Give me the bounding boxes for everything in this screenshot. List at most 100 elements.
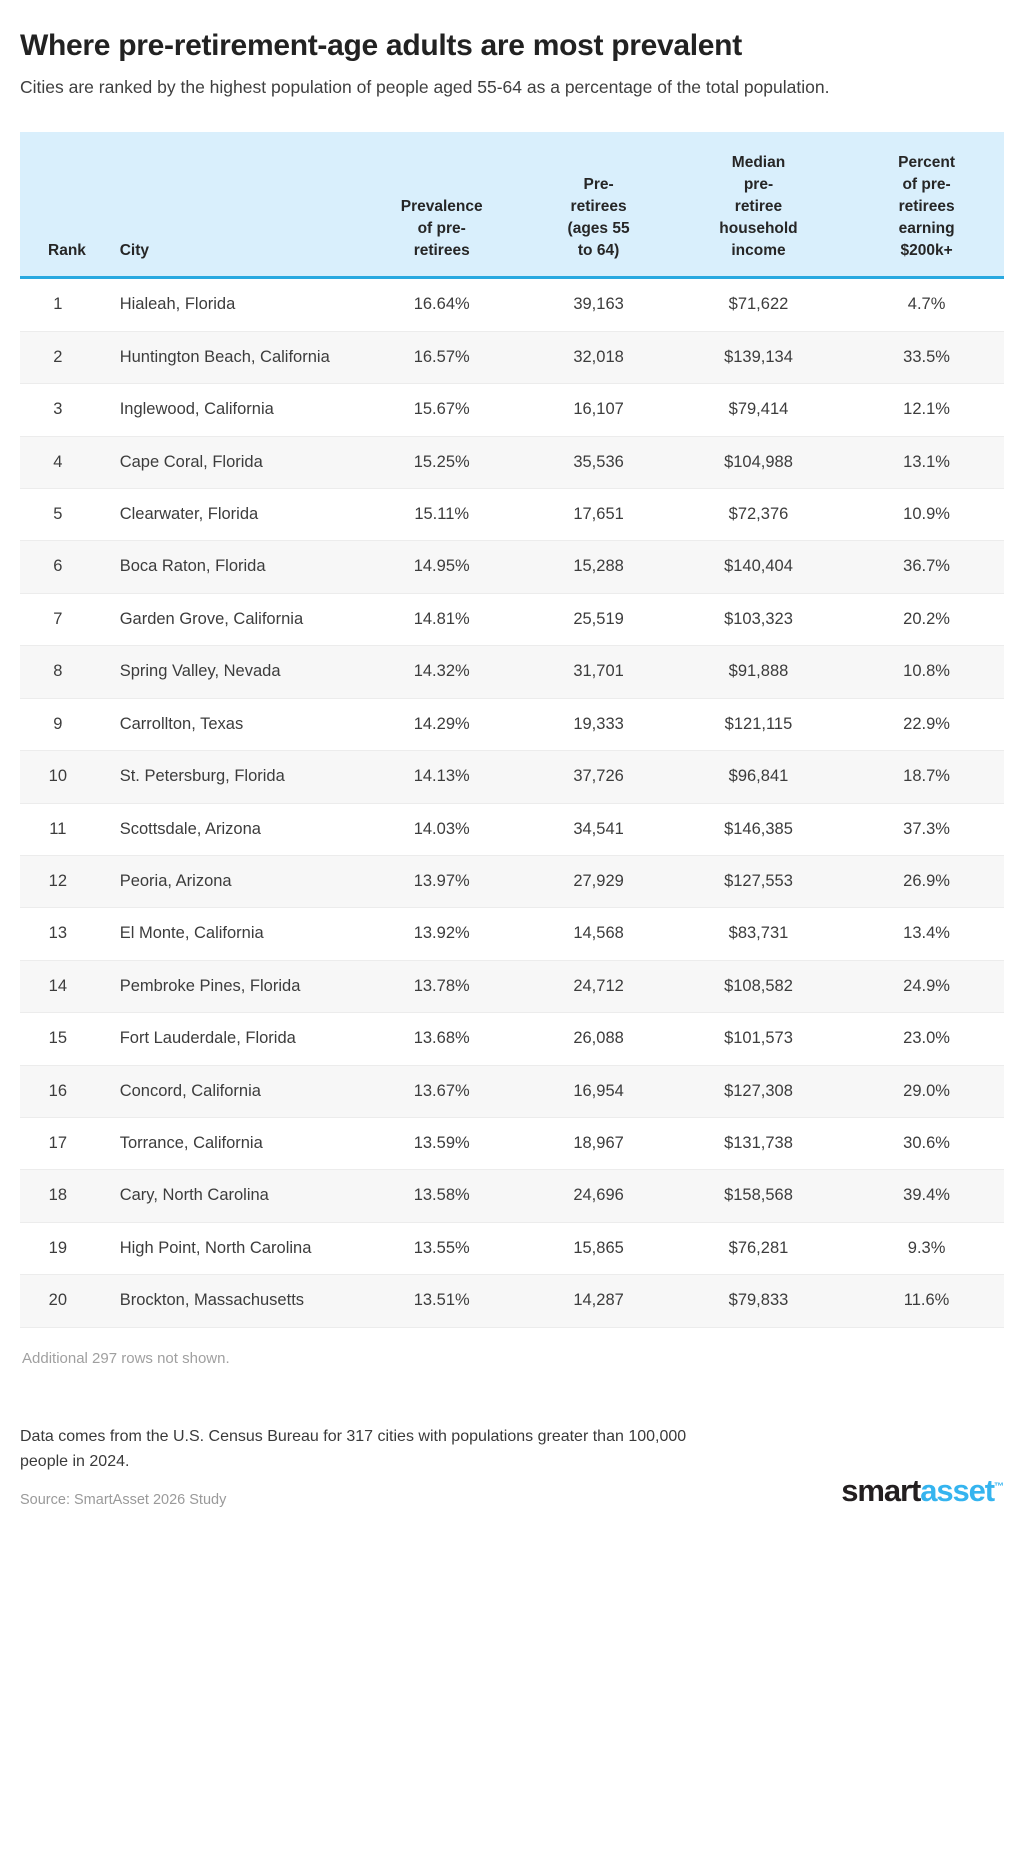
column-header-prevalence-line3: retirees (413, 242, 470, 260)
cell-pre-retirees: 27,929 (529, 855, 668, 909)
cell-rank: 2 (20, 331, 114, 385)
column-header-rank: Rank (20, 152, 114, 277)
cell-income: $83,731 (667, 907, 850, 961)
cell-rank: 20 (20, 1274, 114, 1328)
cell-pct-200k: 10.8% (849, 645, 1004, 699)
cell-prevalence: 13.68% (354, 1012, 530, 1066)
cell-income: $79,414 (667, 383, 850, 437)
column-header-pre-retirees-line4: to 64) (577, 242, 620, 260)
cell-city: Concord, California (113, 1065, 355, 1119)
cell-rank: 11 (20, 803, 114, 856)
cell-pct-200k: 30.6% (849, 1117, 1004, 1171)
cell-prevalence: 13.97% (354, 855, 530, 909)
cell-prevalence: 15.67% (354, 383, 530, 437)
footer-text-group: Data comes from the U.S. Census Bureau f… (20, 1425, 720, 1509)
cell-pct-200k: 9.3% (849, 1222, 1004, 1276)
cell-income: $104,988 (667, 436, 850, 489)
cell-city: Boca Raton, Florida (113, 540, 355, 594)
page-subtitle: Cities are ranked by the highest populat… (20, 77, 830, 98)
cell-pre-retirees: 37,726 (529, 750, 668, 804)
cell-pre-retirees: 35,536 (529, 436, 668, 489)
cell-pct-200k: 36.7% (849, 540, 1004, 594)
cell-rank: 4 (20, 436, 114, 489)
cell-city: Scottsdale, Arizona (113, 803, 355, 856)
cell-rank: 8 (20, 645, 114, 699)
column-header-pct-200k: Percent of pre- retirees earning $200k+ (849, 152, 1004, 277)
cell-pct-200k: 33.5% (849, 331, 1004, 385)
table-row: 16 Concord, California 13.67% 16,954 $127,30… (20, 1065, 1004, 1119)
table-row: 14 Pembroke Pines, Florida 13.78% 24,712 $10… (20, 960, 1004, 1014)
cell-income: $158,568 (667, 1169, 850, 1223)
cell-income: $108,582 (667, 960, 850, 1014)
table-row: 9 Carrollton, Texas 14.29% 19,333 $121,115 22… (20, 698, 1004, 752)
cell-income: $139,134 (667, 331, 850, 385)
cell-rank: 19 (20, 1222, 114, 1276)
cell-pre-retirees: 17,651 (529, 488, 668, 542)
cell-pre-retirees: 24,696 (529, 1169, 668, 1223)
column-header-prevalence-line1: Prevalence (400, 198, 483, 216)
cell-pct-200k: 39.4% (849, 1169, 1004, 1223)
cell-rank: 6 (20, 540, 114, 594)
column-header-prevalence-line2: of pre- (417, 220, 466, 238)
cell-rank: 1 (20, 279, 114, 332)
cell-rank: 14 (20, 960, 114, 1014)
ranking-table-container: Rank City Prevalence of pre- retirees Pr… (20, 132, 1004, 1328)
cell-city: Inglewood, California (113, 383, 355, 437)
cell-income: $140,404 (667, 540, 850, 594)
cell-pct-200k: 22.9% (849, 698, 1004, 752)
cell-pre-retirees: 26,088 (529, 1012, 668, 1066)
cell-pre-retirees: 18,967 (529, 1117, 668, 1171)
cell-city: Cary, North Carolina (113, 1169, 355, 1223)
cell-prevalence: 13.78% (354, 960, 530, 1014)
cell-city: High Point, North Carolina (113, 1222, 355, 1276)
cell-income: $131,738 (667, 1117, 850, 1171)
logo-text-smart: smart (841, 1473, 921, 1509)
cell-prevalence: 14.29% (354, 698, 530, 752)
cell-income: $127,553 (667, 855, 850, 909)
column-header-pct-200k-line2: of pre- (902, 176, 951, 194)
cell-prevalence: 13.55% (354, 1222, 530, 1276)
cell-pre-retirees: 32,018 (529, 331, 668, 385)
table-row: 18 Cary, North Carolina 13.58% 24,696 $158,5… (20, 1169, 1004, 1223)
cell-pre-retirees: 19,333 (529, 698, 668, 752)
footer-divider (20, 1393, 1004, 1395)
cell-city: Brockton, Massachusetts (113, 1274, 355, 1328)
cell-pct-200k: 20.2% (849, 593, 1004, 647)
cell-city: Carrollton, Texas (113, 698, 355, 752)
cell-prevalence: 13.59% (354, 1117, 530, 1171)
cell-prevalence: 16.64% (354, 279, 530, 332)
column-header-pct-200k-line3: retirees (898, 198, 955, 216)
cell-pct-200k: 11.6% (849, 1274, 1004, 1328)
column-header-city-label: City (119, 242, 149, 260)
cell-prevalence: 14.81% (354, 593, 530, 647)
cell-pct-200k: 24.9% (849, 960, 1004, 1014)
cell-income: $79,833 (667, 1274, 850, 1328)
cell-pre-retirees: 15,288 (529, 540, 668, 594)
column-header-income-line4: household (719, 220, 798, 238)
cell-pre-retirees: 24,712 (529, 960, 668, 1014)
table-row: 20 Brockton, Massachusetts 13.51% 14,287 $79… (20, 1274, 1004, 1328)
cell-prevalence: 14.95% (354, 540, 530, 594)
header-spacer-row (20, 132, 1004, 153)
additional-rows-note: Additional 297 rows not shown. (22, 1349, 230, 1367)
table-row: 13 El Monte, California 13.92% 14,568 $83,73… (20, 907, 1004, 961)
cell-income: $127,308 (667, 1065, 850, 1119)
column-header-income-line1: Median (731, 154, 786, 172)
cell-city: Huntington Beach, California (113, 331, 355, 385)
cell-pct-200k: 18.7% (849, 750, 1004, 804)
table-row: 3 Inglewood, California 15.67% 16,107 $79,41… (20, 383, 1004, 437)
table-row: 1 Hialeah, Florida 16.64% 39,163 $71,622 4.7% (20, 279, 1004, 332)
cell-income: $72,376 (667, 488, 850, 542)
cell-city: St. Petersburg, Florida (113, 750, 355, 804)
cell-city: El Monte, California (113, 907, 355, 961)
column-header-income-line5: income (731, 242, 786, 260)
column-header-rank-label: Rank (48, 242, 86, 260)
cell-city: Fort Lauderdale, Florida (113, 1012, 355, 1066)
cell-prevalence: 13.51% (354, 1274, 530, 1328)
cell-pre-retirees: 25,519 (529, 593, 668, 647)
column-header-pct-200k-line5: $200k+ (900, 242, 953, 260)
cell-pre-retirees: 34,541 (529, 803, 668, 856)
column-header-pct-200k-line4: earning (898, 220, 955, 238)
cell-rank: 3 (20, 383, 114, 437)
